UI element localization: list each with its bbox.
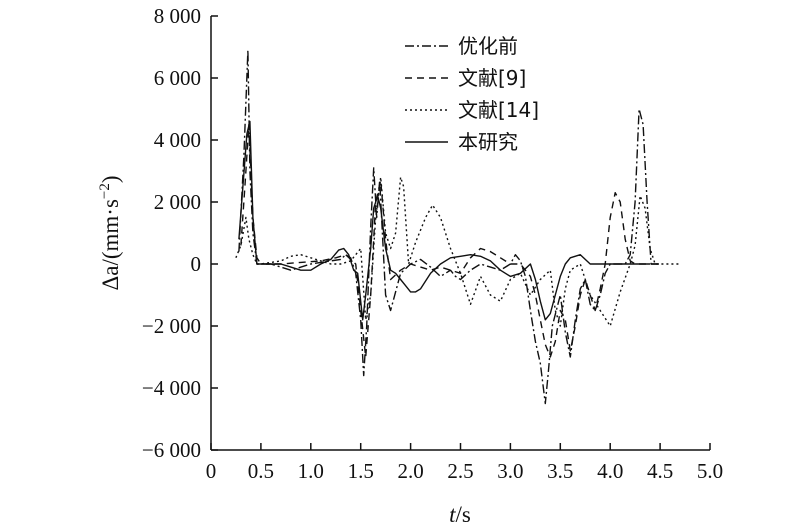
x-tick-label: 1.0 [298,459,324,483]
series-lines [235,49,681,405]
y-tick-label: 4 000 [154,128,201,152]
x-tick-label: 4.5 [647,459,673,483]
series-line-3 [235,176,681,327]
x-axis-title: t/s [449,502,471,527]
series-line-4 [238,120,651,321]
x-tick-label: 0 [206,459,217,483]
x-tick-label: 4.0 [597,459,623,483]
legend-label: 文献[9] [458,66,526,90]
y-tick-label: 8 000 [154,4,201,28]
legend-label: 文献[14] [458,98,539,122]
x-tick-label: 2.5 [447,459,473,483]
y-tick-label: 2 000 [154,190,201,214]
x-tick-label: 1.5 [348,459,374,483]
x-ticks: 0 0.5 1.0 1.5 2.0 2.5 3.0 3.5 4.0 4.5 5.0 [206,443,723,483]
legend-label: 本研究 [458,130,518,154]
y-tick-label: −4 000 [142,376,201,400]
x-tick-label: 2.0 [397,459,423,483]
y-ticks: −6 000 −4 000 −2 000 0 2 000 4 000 6 000 8 000 [142,4,218,462]
y-tick-label: 6 000 [154,66,201,90]
y-axis-title: Δa/(mm·s−2) [97,175,123,290]
series-line-1 [238,49,661,405]
legend-label: 优化前 [458,34,518,58]
x-tick-label: 3.5 [547,459,573,483]
y-tick-label: −2 000 [142,314,201,338]
x-tick-label: 0.5 [248,459,274,483]
x-tick-label: 3.0 [497,459,523,483]
x-tick-label: 5.0 [697,459,723,483]
series-line-2 [240,123,661,358]
y-tick-label: 0 [191,252,202,276]
y-tick-label: −6 000 [142,438,201,462]
